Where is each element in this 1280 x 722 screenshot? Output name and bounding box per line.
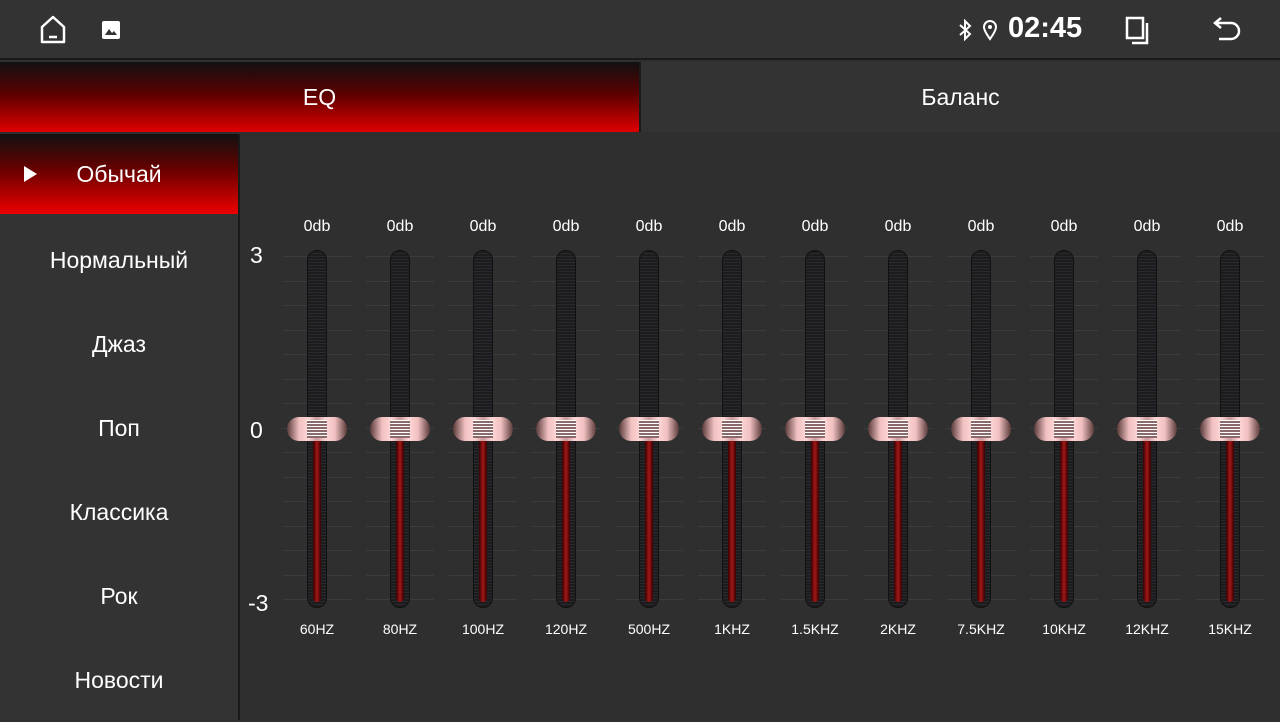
scale-mid-label: 0	[250, 417, 263, 443]
band-slider-knob[interactable]	[868, 417, 928, 441]
eq-band: 0db 7.5KHZ	[941, 134, 1021, 720]
band-slider-knob[interactable]	[453, 417, 513, 441]
band-gain-label: 0db	[1133, 218, 1161, 235]
band-slider-fill	[1060, 429, 1068, 602]
preset-item[interactable]: Джаз	[0, 302, 238, 386]
preset-label: Джаз	[91, 330, 147, 357]
band-frequency-label: 12KHZ	[1125, 621, 1169, 637]
band-slider-knob[interactable]	[785, 417, 845, 441]
bluetooth-icon	[956, 14, 974, 46]
equalizer-panel: 3 0 -3 0db 60HZ 0db 80HZ 0db 100HZ 0db 120HZ 0db…	[242, 134, 1280, 720]
band-slider-fill	[562, 429, 570, 602]
band-slider-knob[interactable]	[951, 417, 1011, 441]
preset-item[interactable]: Обычай	[0, 134, 238, 214]
home-icon[interactable]	[38, 14, 68, 46]
tab-balance[interactable]: Баланс	[641, 62, 1280, 132]
band-slider-fill	[894, 429, 902, 602]
preset-item[interactable]: Рок	[0, 554, 238, 638]
band-slider-knob[interactable]	[619, 417, 679, 441]
preset-item[interactable]: Классика	[0, 470, 238, 554]
location-icon	[980, 14, 1000, 46]
eq-band: 0db 1.5KHZ	[775, 134, 855, 720]
band-gain-label: 0db	[635, 218, 663, 235]
preset-item[interactable]: Нормальный	[0, 218, 238, 302]
band-gain-label: 0db	[1050, 218, 1078, 235]
tab-bar: EQ Баланс	[0, 62, 1280, 132]
band-slider-knob[interactable]	[370, 417, 430, 441]
band-frequency-label: 120HZ	[544, 621, 588, 637]
back-icon[interactable]	[1210, 14, 1244, 46]
band-frequency-label: 15KHZ	[1208, 621, 1252, 637]
eq-band: 0db 1KHZ	[692, 134, 772, 720]
band-frequency-label: 2KHZ	[880, 621, 916, 637]
band-slider-fill	[645, 429, 653, 602]
band-slider-fill	[1226, 429, 1234, 602]
play-icon	[24, 166, 37, 182]
preset-item[interactable]: Новости	[0, 638, 238, 722]
preset-label: Классика	[69, 498, 169, 525]
band-frequency-label: 100HZ	[461, 621, 505, 637]
preset-list: Обычай Нормальный Джаз Поп Классика Рок Новост…	[0, 134, 240, 720]
eq-band: 0db 15KHZ	[1190, 134, 1270, 720]
band-gain-label: 0db	[303, 218, 331, 235]
band-frequency-label: 1KHZ	[714, 621, 750, 637]
eq-band: 0db 80HZ	[360, 134, 440, 720]
band-slider-knob[interactable]	[1117, 417, 1177, 441]
band-gain-label: 0db	[469, 218, 497, 235]
recent-apps-icon[interactable]	[1122, 14, 1152, 46]
band-slider-knob[interactable]	[1200, 417, 1260, 441]
band-gain-label: 0db	[718, 218, 746, 235]
band-slider-fill	[479, 429, 487, 602]
eq-band: 0db 500HZ	[609, 134, 689, 720]
preset-label: Поп	[98, 414, 140, 441]
band-frequency-label: 7.5KHZ	[957, 621, 1005, 637]
band-slider-knob[interactable]	[536, 417, 596, 441]
preset-item[interactable]: Поп	[0, 386, 238, 470]
band-slider-fill	[396, 429, 404, 602]
band-gain-label: 0db	[1216, 218, 1244, 235]
tab-eq[interactable]: EQ	[0, 62, 639, 132]
eq-band: 0db 2KHZ	[858, 134, 938, 720]
band-slider-fill	[811, 429, 819, 602]
band-frequency-label: 1.5KHZ	[791, 621, 839, 637]
eq-band: 0db 12KHZ	[1107, 134, 1187, 720]
image-icon	[100, 14, 122, 46]
eq-band: 0db 100HZ	[443, 134, 523, 720]
scale-max-label: 3	[250, 242, 263, 268]
band-gain-label: 0db	[552, 218, 580, 235]
band-slider-fill	[728, 429, 736, 602]
eq-band: 0db 120HZ	[526, 134, 606, 720]
preset-label: Рок	[100, 582, 138, 609]
eq-band: 0db 60HZ	[277, 134, 357, 720]
scale-min-label: -3	[248, 590, 269, 616]
band-slider-fill	[977, 429, 985, 602]
preset-label: Обычай	[76, 160, 162, 187]
band-gain-label: 0db	[967, 218, 995, 235]
band-frequency-label: 10KHZ	[1042, 621, 1086, 637]
band-gain-label: 0db	[884, 218, 912, 235]
band-gain-label: 0db	[801, 218, 829, 235]
band-slider-fill	[313, 429, 321, 602]
clock: 02:45	[1008, 12, 1083, 44]
status-bar: 02:45	[0, 0, 1280, 60]
band-slider-knob[interactable]	[287, 417, 347, 441]
band-slider-knob[interactable]	[1034, 417, 1094, 441]
preset-label: Новости	[74, 666, 164, 693]
band-gain-label: 0db	[386, 218, 414, 235]
band-frequency-label: 500HZ	[627, 621, 671, 637]
band-slider-fill	[1143, 429, 1151, 602]
preset-label: Нормальный	[49, 246, 189, 273]
band-frequency-label: 80HZ	[382, 621, 418, 637]
eq-band: 0db 10KHZ	[1024, 134, 1104, 720]
band-frequency-label: 60HZ	[299, 621, 335, 637]
band-slider-knob[interactable]	[702, 417, 762, 441]
